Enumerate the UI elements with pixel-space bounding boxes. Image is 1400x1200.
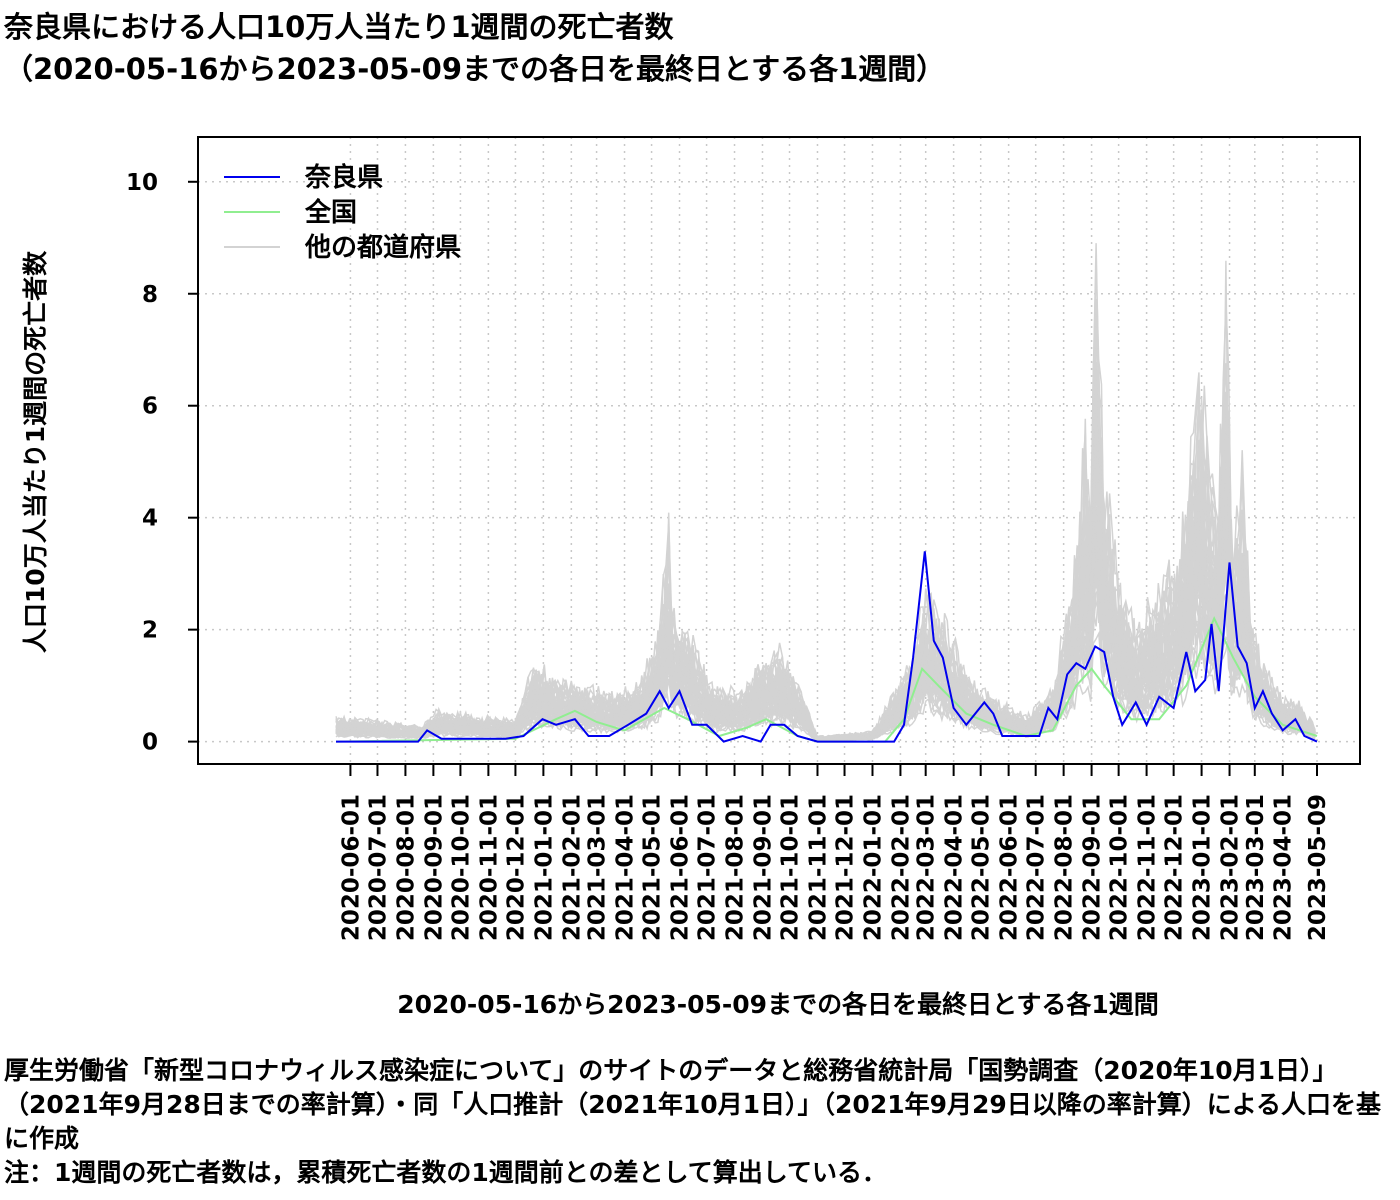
x-tick-label: 2020-06-01 xyxy=(338,794,364,941)
x-tick-label: 2021-08-01 xyxy=(723,794,749,941)
x-tick-label: 2020-08-01 xyxy=(393,794,419,941)
x-tick-label: 2021-04-01 xyxy=(613,794,639,941)
x-tick-label: 2022-11-01 xyxy=(1135,794,1161,941)
x-tick-label: 2021-01-01 xyxy=(531,794,557,941)
x-tick-label: 2022-05-01 xyxy=(969,794,995,941)
title-line-2: （2020-05-16から2023-05-09までの各日を最終日とする各1週間） xyxy=(4,52,946,86)
x-tick-label: 2020-11-01 xyxy=(476,794,502,941)
series-lines xyxy=(335,551,1318,743)
y-tick-label: 0 xyxy=(142,730,158,756)
x-tick-label: 2020-12-01 xyxy=(503,794,529,941)
x-tick-label: 2020-07-01 xyxy=(365,794,391,941)
y-tick-label: 10 xyxy=(126,170,158,196)
series-line xyxy=(335,615,1318,743)
x-tick-label: 2023-04-01 xyxy=(1271,794,1297,941)
x-tick-label: 2022-10-01 xyxy=(1107,794,1133,941)
y-tick-label: 4 xyxy=(142,506,158,532)
title-line-1: 奈良県における人口10万人当たり1週間の死亡者数 xyxy=(4,10,674,44)
x-tick-label: 2020-09-01 xyxy=(421,794,447,941)
x-tick-label: 2021-07-01 xyxy=(695,794,721,941)
x-tick-label: 2023-03-01 xyxy=(1243,794,1269,941)
other-prefecture-line xyxy=(335,485,1316,741)
x-tick-label: 2021-10-01 xyxy=(778,794,804,941)
grid-lines xyxy=(198,137,1360,764)
x-tick-label: 2022-02-01 xyxy=(888,794,914,941)
x-tick-label: 2023-01-01 xyxy=(1190,794,1216,941)
source-note: 厚生労働省「新型コロナウィルス感染症について」のサイトのデータと総務省統計局「国… xyxy=(4,1054,1396,1190)
x-tick-label: 2022-04-01 xyxy=(942,794,968,941)
legend-label: 奈良県 xyxy=(304,162,383,193)
x-tick-label: 2023-02-01 xyxy=(1218,794,1244,941)
x-tick-label: 2021-02-01 xyxy=(559,794,585,941)
other-prefectures-lines xyxy=(335,243,1316,742)
series-line xyxy=(336,551,1318,743)
x-tick-label: 2022-08-01 xyxy=(1052,794,1078,941)
chart-title: 奈良県における人口10万人当たり1週間の死亡者数 （2020-05-16から20… xyxy=(4,6,945,90)
x-tick-label: 2023-05-09 xyxy=(1305,794,1331,941)
x-tick-label: 2022-01-01 xyxy=(860,794,886,941)
x-tick-label: 2020-10-01 xyxy=(448,794,474,941)
y-tick-label: 8 xyxy=(142,282,158,308)
x-tick-label: 2021-03-01 xyxy=(585,794,611,941)
footnote-text: 注：1週間の死亡者数は，累積死亡者数の1週間前との差として算出している． xyxy=(4,1158,888,1187)
legend-label: 他の都道府県 xyxy=(304,232,461,263)
x-tick-label: 2022-12-01 xyxy=(1162,794,1188,941)
y-tick-label: 6 xyxy=(142,394,158,420)
x-tick-label: 2021-11-01 xyxy=(805,794,831,941)
x-tick-label: 2021-05-01 xyxy=(640,794,666,941)
x-axis: 2020-06-01 2020-07-01 2020-08-01 2020-09-01… xyxy=(338,764,1331,941)
source-text: 厚生労働省「新型コロナウィルス感染症について」のサイトのデータと総務省統計局「国… xyxy=(4,1056,1382,1153)
plot-frame xyxy=(197,136,1361,765)
x-tick-label: 2022-07-01 xyxy=(1024,794,1050,941)
x-axis-label: 2020-05-16から2023-05-09までの各日を最終日とする各1週間 xyxy=(397,990,1159,1019)
y-axis-label: 人口10万人当たり1週間の死亡者数 xyxy=(21,250,50,654)
x-tick-label: 2021-06-01 xyxy=(668,794,694,941)
x-tick-label: 2021-09-01 xyxy=(750,794,776,941)
x-tick-label: 2021-12-01 xyxy=(833,794,859,941)
x-tick-label: 2022-06-01 xyxy=(997,794,1023,941)
x-tick-label: 2022-09-01 xyxy=(1080,794,1106,941)
y-axis: 0 2 4 6 8 10 xyxy=(126,170,198,756)
y-tick-label: 2 xyxy=(142,618,158,644)
legend-label: 全国 xyxy=(304,197,357,228)
x-tick-label: 2022-03-01 xyxy=(914,794,940,941)
